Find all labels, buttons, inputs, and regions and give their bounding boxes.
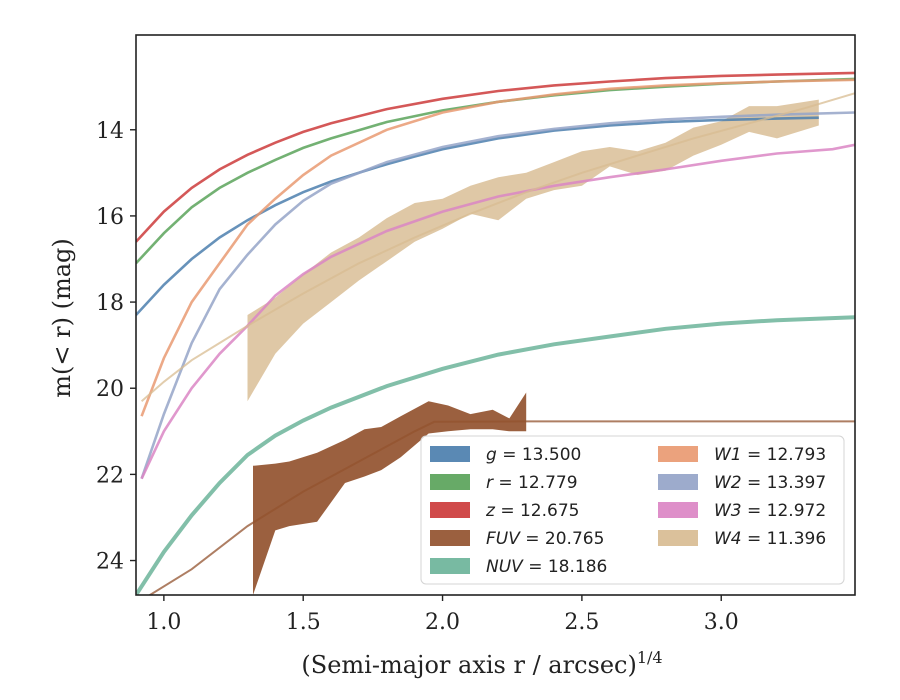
legend-swatch-r [430, 474, 470, 490]
legend-label-z: z = 12.675 [485, 501, 579, 521]
series-line-nuv [136, 315, 855, 595]
series-lines [136, 71, 855, 595]
legend-swatch-z [430, 502, 470, 518]
legend-swatch-w1 [658, 446, 698, 462]
legend-box [420, 435, 845, 585]
legend-swatch-w3 [658, 502, 698, 518]
legend-label-nuv: NUV = 18.186 [486, 557, 607, 577]
legend-label-w2: W2 = 13.397 [714, 473, 826, 493]
y-axis: 14 16 18 20 22 24 [96, 119, 136, 575]
y-tick-label: 24 [96, 550, 124, 575]
legend-label-w4: W4 = 11.396 [714, 529, 826, 549]
series-line-r [136, 77, 855, 265]
series-line-w3 [140, 143, 855, 480]
x-tick-label: 1.5 [286, 610, 321, 635]
series-line-w1 [140, 78, 855, 417]
legend-label-w1: W1 = 12.793 [714, 445, 826, 465]
series-bands [247, 99, 819, 595]
x-tick-label: 2.5 [564, 610, 599, 635]
legend-swatch-fuv [430, 530, 470, 546]
legend-swatch-w2 [658, 474, 698, 490]
x-axis-title: (Semi-major axis r / arcsec)1/4 [301, 648, 662, 679]
y-tick-label: 18 [96, 291, 124, 316]
y-tick-label: 16 [96, 205, 124, 230]
legend-label-fuv: FUV = 20.765 [486, 529, 604, 549]
series-line-g [136, 116, 819, 316]
x-axis: 1.0 1.5 2.0 2.5 3.0 [146, 595, 739, 635]
legend-label-r: r = 12.779 [486, 473, 578, 493]
legend-label-g: g = 13.500 [486, 445, 581, 465]
legend-label-w3: W3 = 12.972 [714, 501, 826, 521]
legend-swatch-g [430, 446, 470, 462]
series-line-z [136, 71, 855, 243]
x-tick-label: 1.0 [146, 610, 181, 635]
series-band-fuv [253, 392, 527, 595]
series-line-w2 [140, 111, 855, 480]
y-tick-label: 22 [96, 463, 124, 488]
y-tick-label: 20 [96, 377, 124, 402]
series-line-fuv [148, 420, 855, 595]
y-axis-title: m(< r) (mag) [48, 238, 76, 397]
y-tick-label: 14 [96, 119, 124, 144]
series-line-w4 [140, 92, 855, 402]
x-tick-label: 3.0 [704, 610, 739, 635]
x-tick-label: 2.0 [425, 610, 460, 635]
plot-frame [135, 34, 856, 596]
series-band-w4 [247, 99, 819, 402]
legend-swatch-w4 [658, 530, 698, 546]
legend: g = 13.500 r = 12.779 z = 12.675 FUV = 20.7… [420, 435, 845, 585]
legend-swatch-nuv [430, 558, 470, 574]
